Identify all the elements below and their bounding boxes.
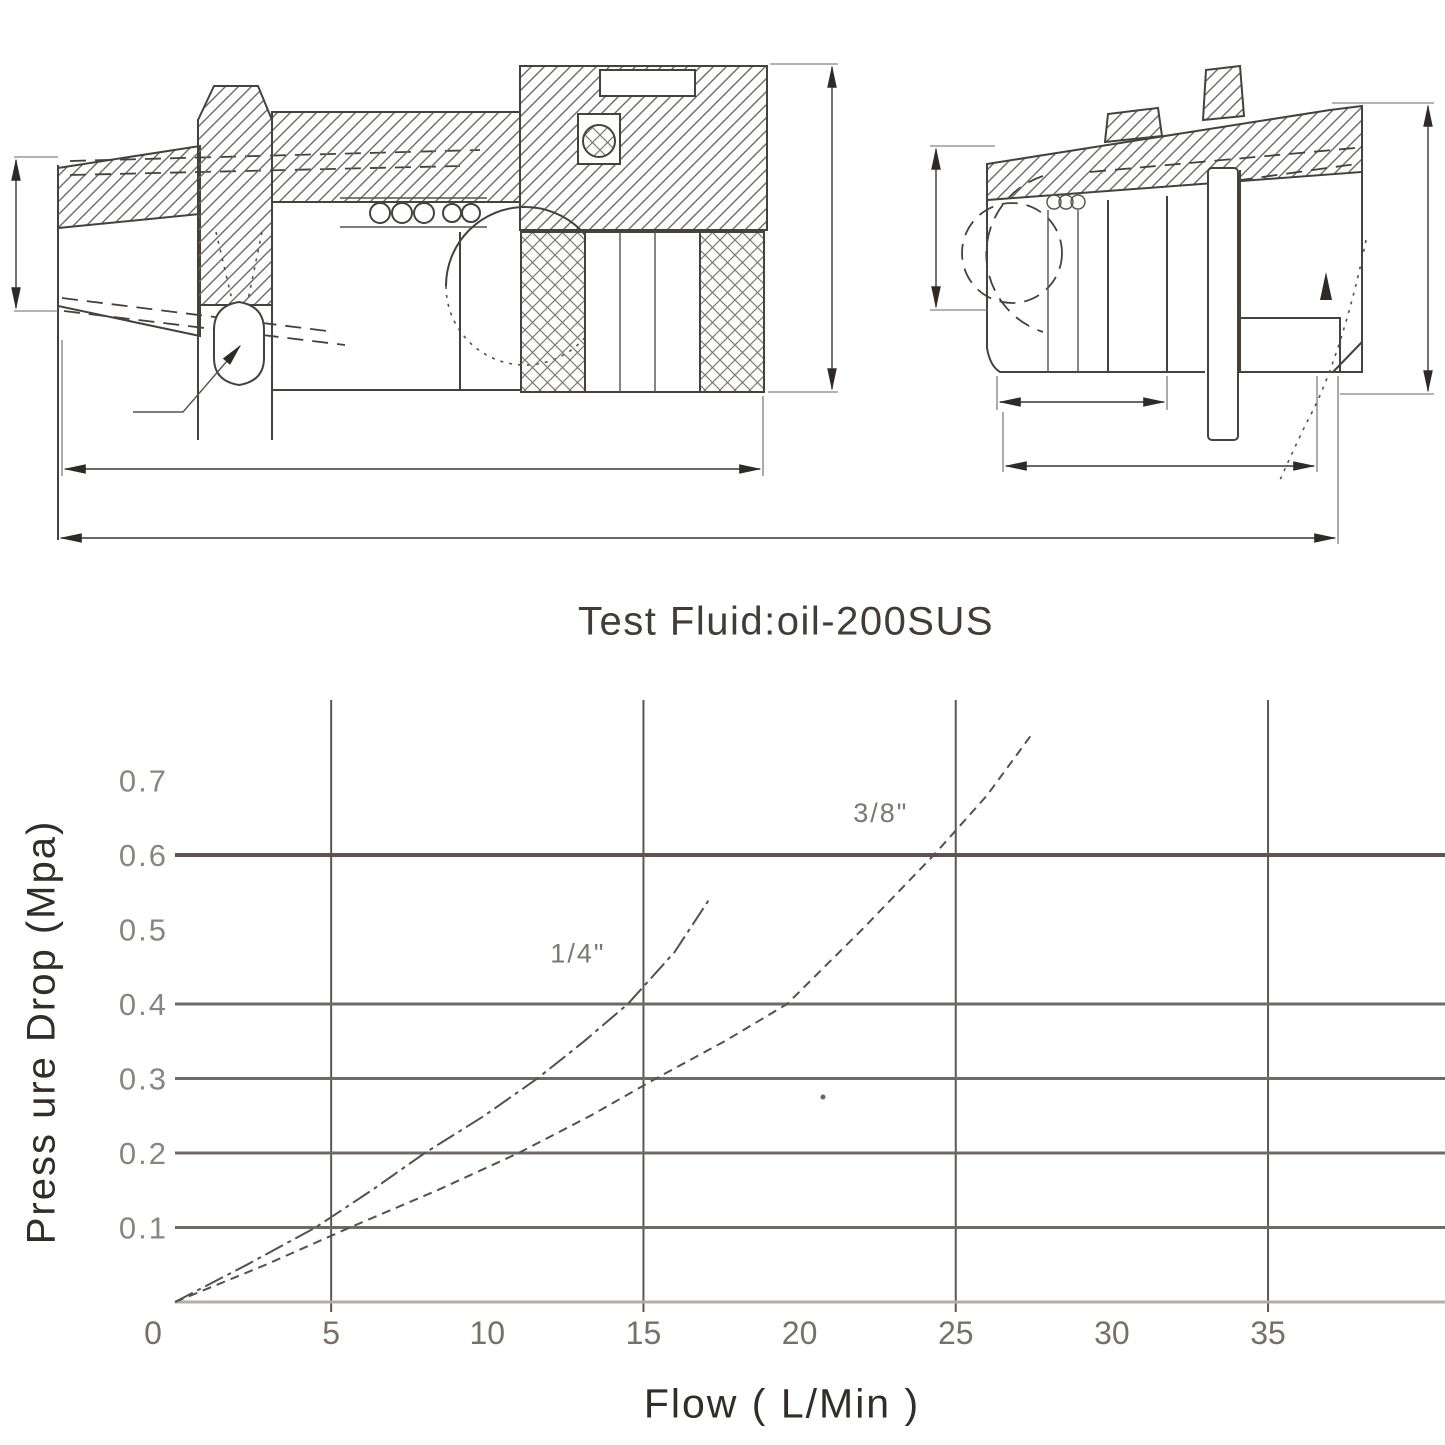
sleeve-inner [584,231,701,393]
technical-drawing [11,63,1434,544]
plug-hex-bump [1103,106,1164,144]
plug-thread-block [1239,106,1363,373]
plug-body-outline [986,164,1205,373]
locking-ball [413,202,435,224]
knurled-band [699,231,765,393]
locking-ball [1058,194,1074,210]
y-tick-label: 0.6 [119,838,168,873]
curve-quarter-inch [174,899,710,1303]
y-axis-label: Press ure Drop (Mpa) [19,819,64,1245]
plug-chamfer-line [1332,341,1363,373]
plug-section-view [930,64,1434,481]
o-ring-seal [582,124,616,158]
stray-mark [820,1094,826,1100]
locking-ball [1046,194,1062,210]
locking-ball [1070,194,1086,210]
y-tick-label: 0.4 [119,987,168,1022]
locking-ball [461,203,481,223]
x-tick-label: 35 [1250,1315,1286,1351]
test-fluid-title: Test Fluid:oil-200SUS [577,599,995,644]
x-axis-label: Flow ( L/Min ) [643,1380,921,1427]
plug-thread-step [1240,317,1341,372]
y-tick-label: 0.2 [119,1136,168,1171]
plug-flange [1207,167,1239,441]
x-tick-label: 25 [938,1315,974,1351]
curve-three-eighths-inch-label: 3/8" [853,798,908,828]
plug-thread-crest-dashed [1089,147,1356,173]
plug-nose-ball-dashed [961,202,1063,304]
plug-leader-arrow [1320,272,1332,300]
x-tick-label: 15 [626,1315,662,1351]
poppet-guide-dotted [247,231,263,301]
x-tick-label: 0 [144,1315,162,1351]
poppet-guide-dotted [215,231,233,301]
sleeve-top-hatch [519,65,768,231]
spring-chamber-arc-dashed [445,285,605,366]
y-tick-label: 0.5 [119,913,168,948]
plug-leader-dashed [1279,239,1367,481]
sleeve-top-notch [599,69,696,97]
curve-three-eighths-inch [174,735,1032,1303]
locking-ball [369,202,391,224]
locking-ball [391,202,413,224]
thread-root-dashed [63,310,346,346]
y-tick-label: 0.7 [119,764,168,799]
y-tick-label: 0.3 [119,1062,168,1097]
x-tick-label: 20 [782,1315,818,1351]
x-tick-label: 5 [322,1315,340,1351]
socket-section-view [11,63,838,540]
poppet-leader-arrow [133,344,242,413]
curve-quarter-inch-label: 1/4" [550,938,605,968]
plug-hex-bump [1201,64,1246,122]
x-tick-label: 30 [1094,1315,1130,1351]
y-tick-label: 0.1 [119,1211,168,1246]
x-tick-label: 10 [470,1315,506,1351]
